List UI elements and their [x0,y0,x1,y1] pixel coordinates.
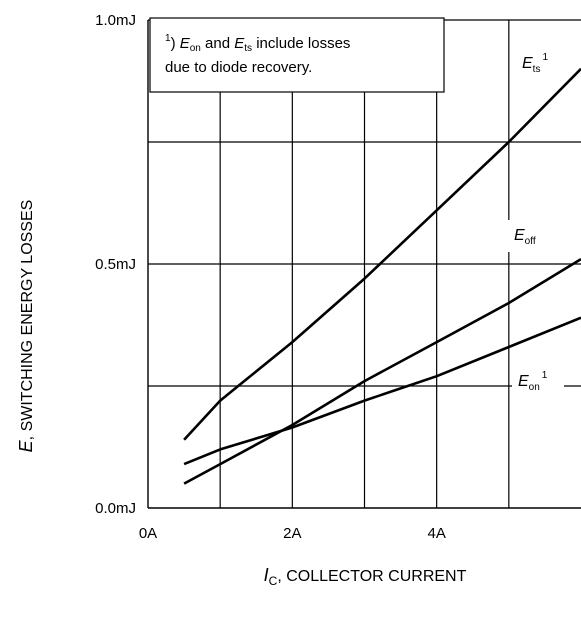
x-tick-label: 0A [139,525,157,542]
annotation-line-1: 1) Eon and Ets include losses [165,33,350,54]
annotation-box: 1) Eon and Ets include losses due to dio… [149,17,445,93]
x-tick-labels: 0A 2A 4A [139,525,446,542]
series-line-e-off [183,257,581,485]
x-axis-rest: , COLLECTOR CURRENT [277,568,466,585]
series-label-e-on: Eon1 [518,370,548,393]
series-line-e-on [183,316,581,466]
annotation-frame [149,17,445,93]
series-label-background [508,220,560,252]
annotation-e1: E [180,35,191,52]
y-tick-label: 1.0mJ [95,12,136,29]
x-axis-symbol: I [264,565,269,585]
annotation-e2: E [234,35,245,52]
annotation-sup: 1 [165,33,171,44]
x-tick-label: 4A [427,525,445,542]
axes [147,20,581,509]
annotation-line-2: due to diode recovery. [165,59,312,76]
y-tick-label: 0.5mJ [95,256,136,273]
x-axis-title: IC, COLLECTOR CURRENT [264,565,467,588]
x-axis-symbol-sub: C [269,574,278,588]
series-lines [183,67,581,485]
y-axis-symbol: E [16,439,36,452]
grid-lines [148,19,581,508]
series-line-e-ts [183,67,581,441]
series-label-e-ts: Ets1 [522,52,548,75]
y-tick-labels: 0.0mJ 0.5mJ 1.0mJ [95,12,136,517]
annotation-mid: and [201,35,234,52]
annotation-e2-sub: ts [244,43,252,54]
series-labels: Ets1 Eoff Eon1 [508,52,564,398]
y-axis-rest: , SWITCHING ENERGY LOSSES [19,200,36,441]
y-tick-label: 0.0mJ [95,500,136,517]
annotation-e1-sub: on [190,43,201,54]
series-label-e-off: Eoff [514,227,536,247]
y-axis-title: E, SWITCHING ENERGY LOSSES [16,200,36,453]
x-tick-label: 2A [283,525,301,542]
series-label-background [512,366,564,398]
annotation-post: include losses [252,35,350,52]
annotation-pre: ) [171,35,180,52]
